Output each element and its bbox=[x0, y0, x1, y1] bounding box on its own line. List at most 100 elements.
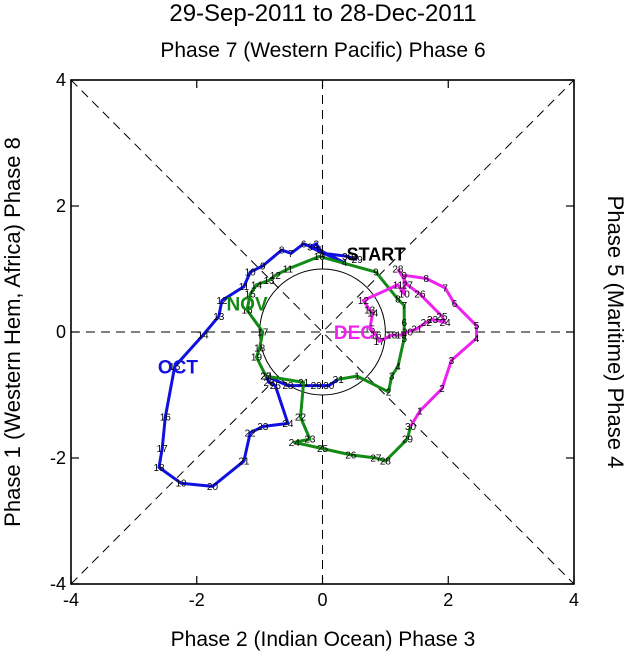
day-label: 2 bbox=[386, 387, 392, 398]
day-label: 2 bbox=[439, 384, 445, 395]
start-label: START bbox=[347, 244, 406, 264]
day-label: 8 bbox=[395, 295, 401, 306]
day-label: 9 bbox=[260, 261, 266, 272]
right-phase-label: Phase 5 (Maritime) Phase 4 bbox=[603, 196, 628, 469]
unit-circle bbox=[259, 268, 386, 396]
day-label: 4 bbox=[395, 362, 401, 373]
day-label: 29 bbox=[402, 435, 414, 446]
day-label: 22 bbox=[295, 413, 307, 424]
day-label: 4 bbox=[342, 258, 348, 269]
month-label-nov: NOV bbox=[226, 295, 268, 316]
day-label: 10 bbox=[399, 290, 411, 301]
day-label: 4 bbox=[474, 334, 480, 345]
day-label: 23 bbox=[427, 315, 439, 326]
y-tick-label: 0 bbox=[56, 322, 66, 342]
day-label: 5 bbox=[401, 334, 407, 345]
day-label: 2 bbox=[313, 239, 319, 250]
day-label: 25 bbox=[270, 381, 282, 392]
chart-title: 29-Sep-2011 to 28-Dec-2011 bbox=[169, 0, 476, 27]
day-label: 26 bbox=[414, 290, 426, 301]
day-label: 31 bbox=[333, 375, 345, 386]
diagonal-guide bbox=[70, 79, 575, 585]
day-label: 7 bbox=[288, 249, 294, 260]
day-label: 14 bbox=[367, 309, 379, 320]
day-label: 1 bbox=[354, 372, 360, 383]
day-label: 27 bbox=[370, 454, 382, 465]
day-label: 11 bbox=[283, 265, 294, 276]
day-label: 14 bbox=[197, 331, 209, 342]
day-label: 16 bbox=[241, 305, 253, 316]
y-tick-label: 4 bbox=[56, 70, 66, 90]
day-label: 13 bbox=[364, 305, 376, 316]
day-label: 10 bbox=[245, 268, 257, 279]
series-line-oct bbox=[157, 242, 358, 488]
day-label: 18 bbox=[153, 463, 165, 474]
day-label: 29 bbox=[311, 381, 323, 392]
month-label-dec: DEC bbox=[334, 323, 374, 344]
day-label: 19 bbox=[175, 479, 187, 490]
day-label: 9 bbox=[401, 271, 407, 282]
day-label: 5 bbox=[317, 246, 323, 257]
day-label: 6 bbox=[452, 299, 458, 310]
day-label: 20 bbox=[402, 328, 414, 339]
day-label: 30 bbox=[342, 252, 354, 263]
day-label: 11 bbox=[239, 282, 250, 293]
diagonal-guide bbox=[70, 79, 575, 585]
day-label: 21 bbox=[411, 324, 423, 335]
x-tick-label: 4 bbox=[569, 590, 579, 610]
day-label: 23 bbox=[304, 435, 316, 446]
day-label: 17 bbox=[257, 328, 269, 339]
day-label: 17 bbox=[157, 444, 169, 455]
phase-guides bbox=[70, 79, 575, 585]
day-label: 15 bbox=[364, 324, 376, 335]
day-label: 3 bbox=[449, 356, 455, 367]
month-label-oct: OCT bbox=[158, 358, 199, 379]
day-label: 26 bbox=[345, 450, 357, 461]
month-labels: OCT NOV DEC START bbox=[158, 244, 405, 378]
day-label: 1 bbox=[417, 406, 423, 417]
day-label: 30 bbox=[405, 422, 417, 433]
day-label: 27 bbox=[402, 280, 414, 291]
y-tick-label: 2 bbox=[56, 196, 66, 216]
day-label: 27 bbox=[260, 372, 272, 383]
top-phase-label: Phase 7 (Western Pacific) Phase 6 bbox=[160, 39, 485, 62]
day-label: 3 bbox=[307, 242, 313, 253]
day-label: 6 bbox=[301, 239, 307, 250]
day-label: 12 bbox=[216, 296, 228, 307]
x-tick-label: -2 bbox=[189, 590, 205, 610]
series-lines bbox=[157, 242, 478, 488]
x-tick-label: 0 bbox=[317, 590, 327, 610]
day-label: 25 bbox=[436, 312, 448, 323]
y-tick-label: -2 bbox=[50, 448, 66, 468]
day-label: 18 bbox=[386, 331, 398, 342]
series-line-nov bbox=[245, 254, 412, 463]
day-label: 28 bbox=[380, 457, 392, 468]
left-phase-label: Phase 1 (Western Hem, Africa) Phase 8 bbox=[0, 137, 25, 527]
day-label: 1 bbox=[320, 249, 326, 260]
day-label: 8 bbox=[279, 246, 285, 257]
day-label: 20 bbox=[260, 372, 272, 383]
day-label: 23 bbox=[257, 422, 269, 433]
day-label: 25 bbox=[317, 444, 329, 455]
day-label: 30 bbox=[323, 381, 335, 392]
day-label: 19 bbox=[251, 353, 263, 364]
day-label: 8 bbox=[423, 274, 429, 285]
day-label: 21 bbox=[238, 457, 250, 468]
day-label: 6 bbox=[401, 318, 407, 329]
day-label: 12 bbox=[270, 271, 282, 282]
day-label: 9 bbox=[373, 268, 379, 279]
day-label: 11 bbox=[393, 280, 404, 291]
series-line-dec bbox=[361, 268, 478, 428]
day-label: 26 bbox=[263, 378, 275, 389]
day-label: 24 bbox=[289, 438, 301, 449]
x-tick-label: -4 bbox=[63, 590, 79, 610]
day-label: 24 bbox=[282, 419, 294, 430]
day-label: 5 bbox=[474, 321, 480, 332]
day-label: 24 bbox=[440, 318, 452, 329]
day-label: 10 bbox=[314, 252, 326, 263]
day-label: 22 bbox=[245, 428, 257, 439]
day-label: 14 bbox=[251, 280, 263, 291]
day-label: 29 bbox=[352, 255, 364, 266]
